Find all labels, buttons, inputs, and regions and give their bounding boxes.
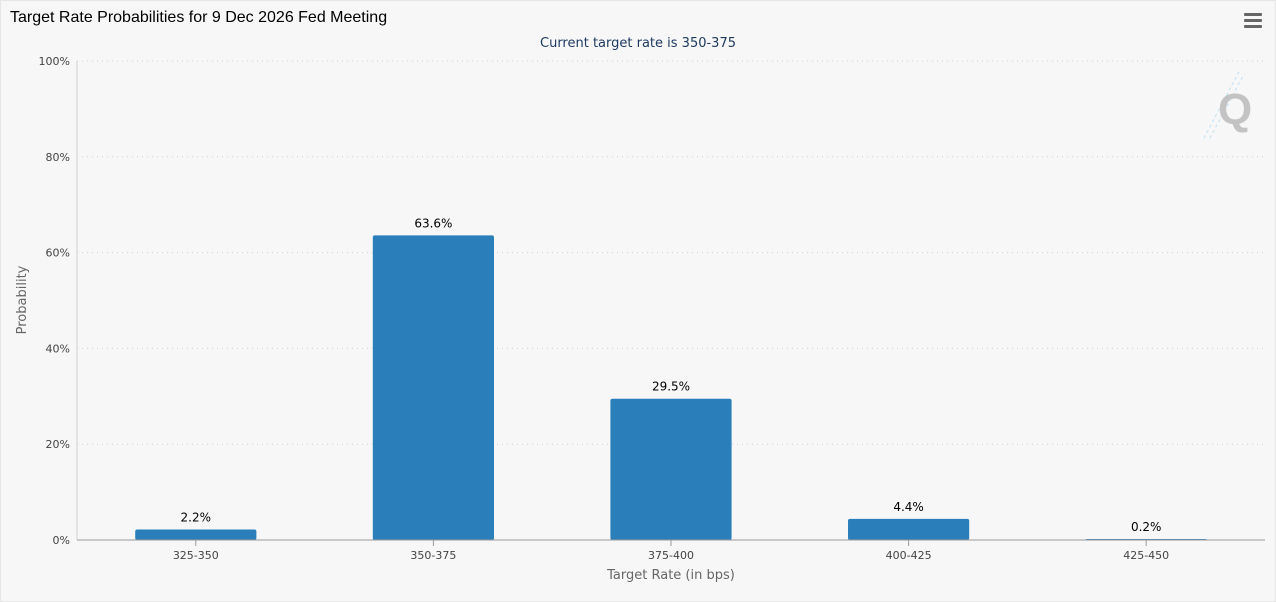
x-tick-label: 375-400 xyxy=(648,549,694,562)
bar xyxy=(135,529,257,540)
y-axis-ticks: 0% 20% 40% 60% 80% 100% xyxy=(39,55,70,547)
y-axis-title: Probability xyxy=(15,265,30,334)
x-tick-label: 425-450 xyxy=(1123,549,1169,562)
data-label: 0.2% xyxy=(1131,520,1162,534)
bar xyxy=(372,235,494,540)
data-label: 63.6% xyxy=(414,216,452,230)
bar xyxy=(610,398,732,540)
y-tick-label: 100% xyxy=(39,55,70,68)
y-tick-label: 20% xyxy=(46,438,70,451)
y-tick-label: 0% xyxy=(53,534,70,547)
grid-lines xyxy=(76,60,1265,540)
hamburger-menu-icon[interactable] xyxy=(1244,13,1262,29)
y-tick-label: 80% xyxy=(46,151,70,164)
data-label: 29.5% xyxy=(652,380,690,394)
y-tick-label: 60% xyxy=(46,247,70,260)
bar xyxy=(848,518,970,540)
svg-text:Q: Q xyxy=(1218,85,1252,134)
x-tick-label: 400-425 xyxy=(886,549,932,562)
data-labels: 2.2% 63.6% 29.5% 4.4% 0.2% xyxy=(181,216,1162,534)
data-label: 2.2% xyxy=(181,510,212,524)
x-tick-label: 325-350 xyxy=(173,549,219,562)
x-axis-ticks: 325-350 350-375 375-400 400-425 425-450 xyxy=(173,540,1169,562)
chart-subtitle: Current target rate is 350-375 xyxy=(540,36,736,51)
bars xyxy=(135,235,1207,540)
q-logo-icon: Q xyxy=(1203,69,1252,139)
chart-title: Target Rate Probabilities for 9 Dec 2026… xyxy=(10,9,388,26)
y-tick-label: 40% xyxy=(46,342,70,355)
data-label: 4.4% xyxy=(893,500,924,514)
x-tick-label: 350-375 xyxy=(410,549,456,562)
x-axis-title: Target Rate (in bps) xyxy=(606,568,735,583)
